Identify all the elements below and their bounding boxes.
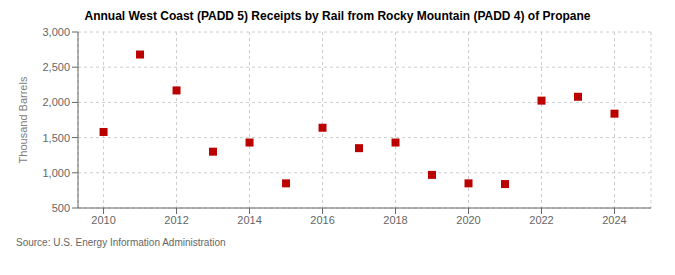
svg-text:2018: 2018 [383, 214, 407, 226]
svg-text:2010: 2010 [91, 214, 115, 226]
svg-text:2014: 2014 [237, 214, 261, 226]
html-text:Annual West Coast (PADD 5) Rec: Annual West Coast (PADD 5) Receipts by R… [84, 9, 591, 23]
svg-text:1,000: 1,000 [42, 167, 70, 179]
svg-text:500: 500 [52, 202, 70, 214]
svg-text:2016: 2016 [310, 214, 334, 226]
svg-text:2020: 2020 [456, 214, 480, 226]
svg-text:2012: 2012 [164, 214, 188, 226]
svg-text:2022: 2022 [529, 214, 553, 226]
svg-text:3,000: 3,000 [42, 26, 70, 38]
svg-text:2,000: 2,000 [42, 96, 70, 108]
html-text:Source: U.S. Energy Informatio: Source: U.S. Energy Information Administ… [16, 237, 226, 248]
svg-text:1,500: 1,500 [42, 132, 70, 144]
svg-text:2024: 2024 [602, 214, 626, 226]
svg-text:Thousand Barrels: Thousand Barrels [17, 76, 29, 163]
svg-text:2,500: 2,500 [42, 61, 70, 73]
